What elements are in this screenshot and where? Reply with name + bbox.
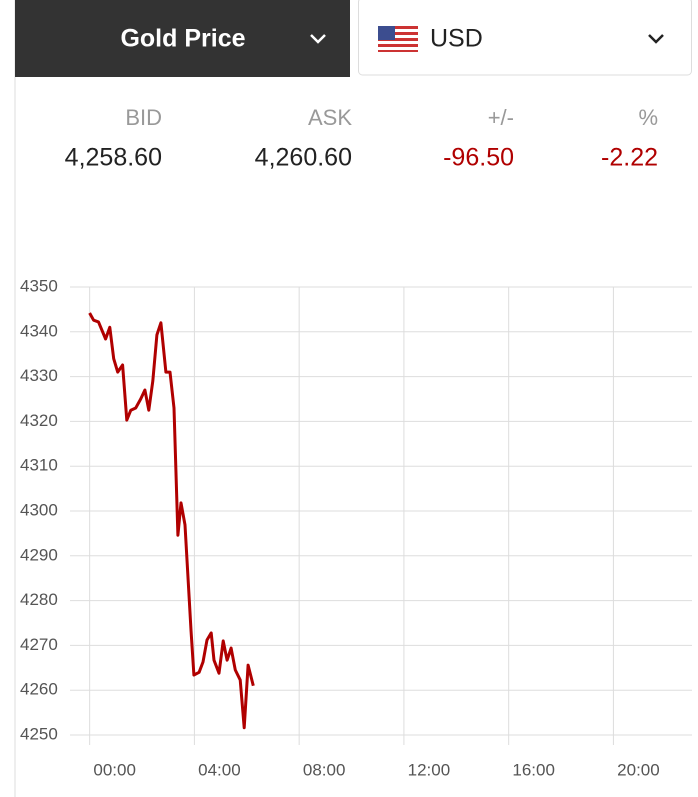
y-tick-label: 4250 (20, 724, 58, 743)
quote-header: BID (125, 105, 162, 130)
currency-label: USD (430, 25, 483, 53)
y-tick-label: 4330 (20, 366, 58, 385)
y-tick-label: 4320 (20, 411, 58, 430)
x-tick-label: 20:00 (617, 760, 660, 779)
chevron (310, 34, 326, 44)
x-tick-label: 16:00 (512, 760, 555, 779)
chevron (648, 34, 664, 44)
x-tick-label: 04:00 (198, 760, 241, 779)
x-tick-label: 08:00 (303, 760, 346, 779)
y-tick-label: 4290 (20, 545, 58, 564)
metal-selector[interactable] (15, 0, 350, 77)
y-tick-label: 4280 (20, 590, 58, 609)
y-tick-label: 4310 (20, 456, 58, 475)
x-tick-label: 00:00 (93, 760, 136, 779)
quote-value: 4,258.60 (65, 144, 162, 172)
y-tick-label: 4300 (20, 500, 58, 519)
y-tick-label: 4270 (20, 635, 58, 654)
chart: 4250 4260 4270 4280 4290 4300 4310 4320 4330 4340… (20, 276, 692, 779)
currency-selector[interactable] (358, 0, 692, 76)
quote-header: ASK (308, 105, 352, 130)
quote-header: % (638, 105, 658, 130)
quote-value: -96.50 (443, 144, 514, 172)
us-flag (378, 26, 418, 52)
y-tick-label: 4340 (20, 321, 58, 340)
price-line (88, 312, 255, 730)
quote-header: +/- (488, 105, 514, 130)
quote-value: 4,260.60 (255, 144, 352, 172)
y-tick-label: 4350 (20, 276, 58, 295)
x-tick-label: 12:00 (408, 760, 451, 779)
metal-label: Gold Price (120, 25, 245, 53)
quote-table: BID 4,258.60 ASK 4,260.60 +/- -96.50% -2.22 (65, 105, 658, 172)
quote-value: -2.22 (601, 144, 658, 172)
y-tick-label: 4260 (20, 680, 58, 699)
